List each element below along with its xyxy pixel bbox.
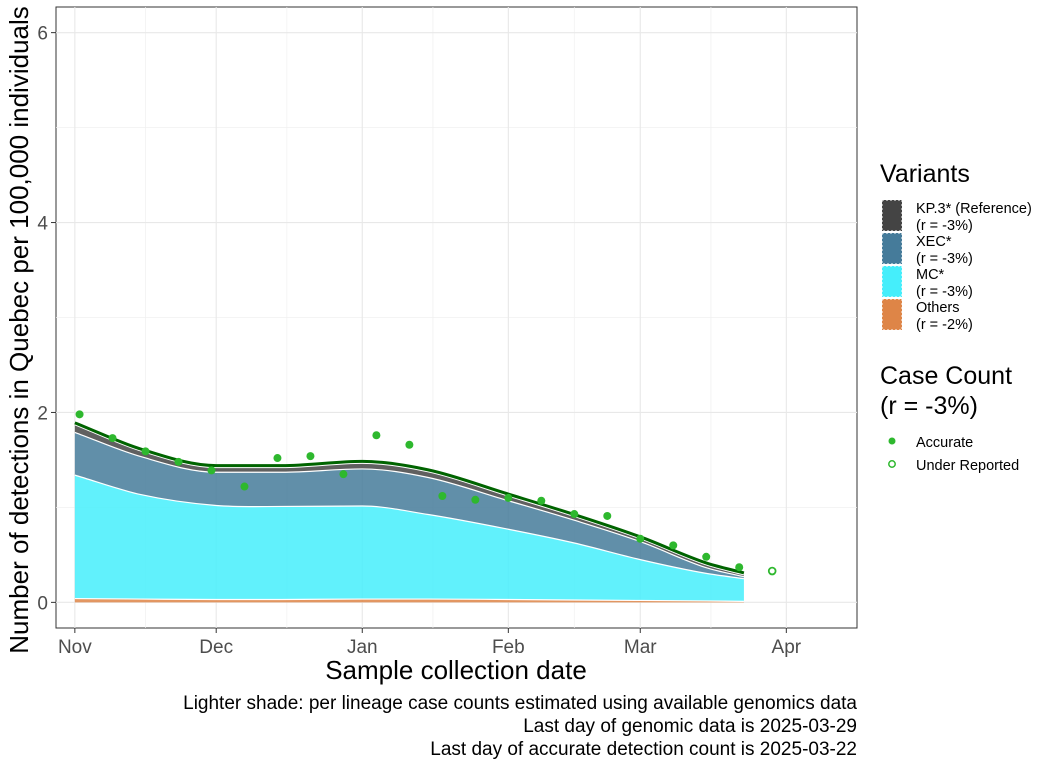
caption-line-3: Last day of accurate detection count is … [430,739,857,760]
legend-r-kp3: (r = -3%) [916,218,973,234]
case-point-under-reported [767,566,777,576]
case-point-accurate [735,563,744,572]
legend: Variants KP.3* (Reference) (r = -3%) XEC… [880,160,1032,474]
legend-key-accurate [888,437,896,445]
legend-label-xec: XEC* [916,234,952,250]
x-tick-label: Feb [492,637,525,658]
case-point-accurate [570,510,579,519]
legend-key-under-reported [888,460,896,468]
legend-key-xec [881,232,903,265]
legend-title-variants: Variants [880,160,970,188]
legend-title-case-count-r: (r = -3%) [880,392,978,420]
legend-label-kp3: KP.3* (Reference) [916,201,1032,217]
legend-label-accurate: Accurate [916,435,973,451]
area-boundary-line [74,597,744,603]
y-axis: 0 2 4 6 [37,24,56,614]
caption-line-2: Last day of genomic data is 2025-03-29 [523,716,857,737]
case-point-accurate [537,496,546,505]
x-tick-label: Jan [347,637,378,658]
area-boundary-line [74,474,745,580]
case-point-accurate [504,493,513,502]
case-count-points [75,410,777,576]
case-point-accurate [108,434,117,443]
case-point-accurate [636,534,645,543]
x-tick-label: Mar [624,637,657,658]
area-boundary-line [74,424,745,576]
case-point-accurate [174,457,183,466]
x-axis: Nov Dec Jan Feb Mar Apr [58,628,802,658]
x-tick-label: Apr [772,637,802,658]
legend-label-others: Others [916,300,960,316]
case-point-accurate [372,431,381,440]
case-point-accurate [141,447,150,456]
legend-key-kp3 [881,199,903,232]
legend-label-under-reported: Under Reported [916,458,1019,474]
case-point-accurate [339,470,348,479]
legend-r-others: (r = -2%) [916,317,973,333]
total-trend-line [74,421,745,575]
y-tick-label: 4 [37,214,48,235]
case-point-accurate [603,511,612,520]
y-tick-label: 2 [37,403,48,424]
area-xec [74,432,744,579]
y-tick-label: 6 [37,24,48,45]
legend-label-mc: MC* [916,267,945,283]
case-point-accurate [75,410,84,419]
total-trend [74,421,745,575]
case-point-accurate [405,440,414,449]
caption-line-1: Lighter shade: per lineage case counts e… [183,693,857,714]
case-point-accurate [306,452,315,461]
area-boundary-line [74,431,745,578]
legend-title-case-count: Case Count [880,362,1012,390]
legend-key-others [881,298,903,331]
case-point-accurate [471,495,480,504]
case-point-accurate [669,541,678,550]
stacked-areas [74,424,745,603]
case-point-accurate [240,482,249,491]
y-axis-title: Number of detections in Quebec per 100,0… [4,6,34,654]
case-point-accurate [273,454,282,463]
case-point-accurate [207,466,216,475]
x-tick-label: Nov [58,637,92,658]
caption: Lighter shade: per lineage case counts e… [183,693,857,760]
x-tick-label: Dec [199,637,233,658]
case-point-accurate [702,552,711,561]
case-point-accurate [438,492,447,501]
legend-r-mc: (r = -3%) [916,284,973,300]
legend-r-xec: (r = -3%) [916,251,973,267]
x-axis-title: Sample collection date [325,655,587,685]
y-tick-label: 0 [37,593,48,614]
legend-key-mc [881,265,903,298]
